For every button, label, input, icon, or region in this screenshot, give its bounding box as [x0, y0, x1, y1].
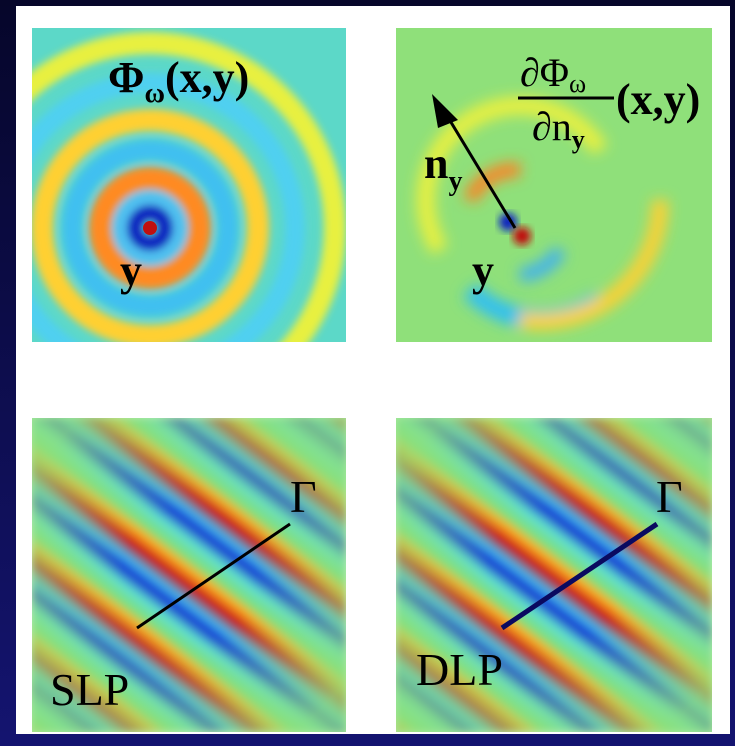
symbol: ∂Φ [520, 50, 569, 95]
curve-label: Γ [290, 471, 317, 522]
slide: Φω(x,y) y ∂Φω ∂ny (x,y) ny y Γ SLP Γ DLP [0, 0, 735, 746]
subscript: ω [569, 69, 586, 98]
arguments: (x,y) [616, 75, 700, 124]
arguments: (x,y) [165, 53, 249, 102]
subscript: y [448, 166, 462, 197]
subscript: ω [144, 78, 164, 109]
field-label: Φω(x,y) [108, 53, 249, 109]
curve-label: Γ [656, 471, 683, 522]
layer-label: DLP [416, 644, 503, 695]
subscript: y [572, 125, 585, 154]
point-label: y [472, 246, 494, 295]
symbol: ∂n [532, 104, 572, 149]
symbol: n [424, 139, 448, 188]
symbol: Φ [108, 53, 144, 102]
point-label: y [120, 246, 142, 295]
layer-label: SLP [50, 664, 129, 715]
